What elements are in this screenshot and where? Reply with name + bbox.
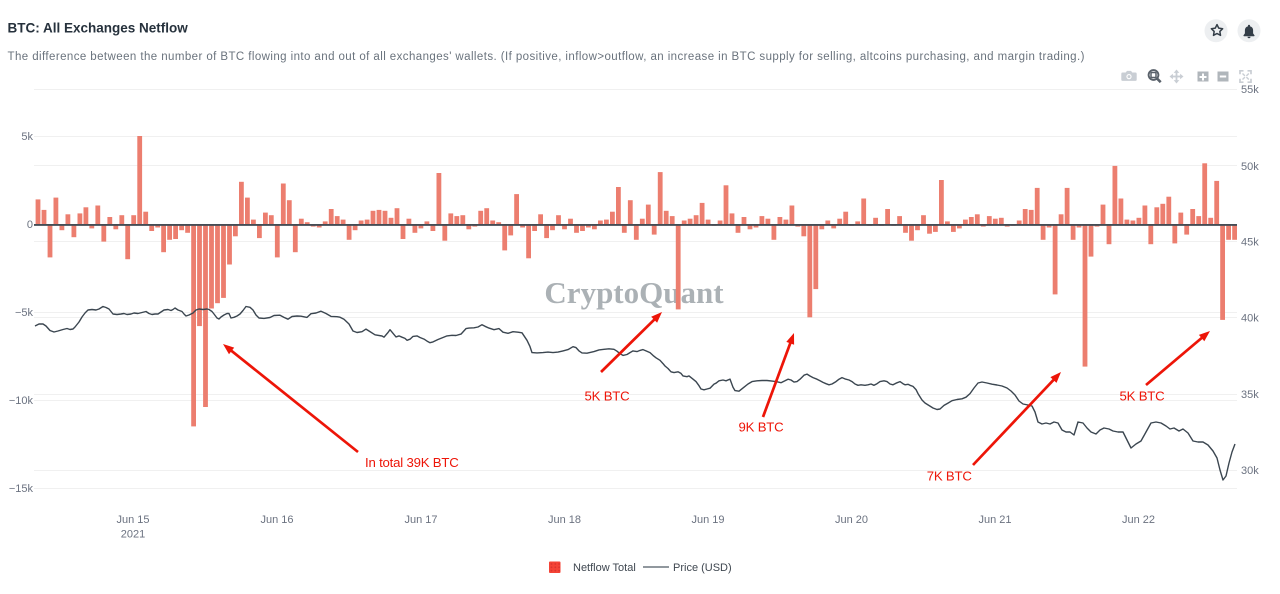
svg-text:Jun 20: Jun 20 xyxy=(835,514,868,526)
svg-text:−10k: −10k xyxy=(9,395,34,407)
svg-text:−5k: −5k xyxy=(15,307,34,319)
svg-text:Jun 15: Jun 15 xyxy=(116,514,149,526)
svg-text:Jun 17: Jun 17 xyxy=(404,514,437,526)
svg-text:0: 0 xyxy=(27,219,33,231)
svg-text:7K BTC: 7K BTC xyxy=(927,469,973,484)
svg-text:In total 39K BTC: In total 39K BTC xyxy=(365,455,459,470)
svg-text:The difference between the num: The difference between the number of BTC… xyxy=(8,51,1085,63)
svg-text:BTC: All Exchanges Netflow: BTC: All Exchanges Netflow xyxy=(8,20,189,35)
svg-text:5k: 5k xyxy=(21,131,33,143)
svg-text:2021: 2021 xyxy=(121,529,145,541)
svg-text:Jun 16: Jun 16 xyxy=(260,514,293,526)
svg-text:35k: 35k xyxy=(1241,389,1259,401)
svg-text:−15k: −15k xyxy=(9,483,34,495)
svg-text:30k: 30k xyxy=(1241,465,1259,477)
svg-text:5K BTC: 5K BTC xyxy=(585,389,631,404)
svg-text:Jun 22: Jun 22 xyxy=(1122,514,1155,526)
svg-text:Jun 21: Jun 21 xyxy=(978,514,1011,526)
svg-text:40k: 40k xyxy=(1241,313,1259,325)
svg-text:Jun 18: Jun 18 xyxy=(548,514,581,526)
svg-text:50k: 50k xyxy=(1241,161,1259,173)
svg-text:Netflow Total: Netflow Total xyxy=(573,562,636,574)
svg-text:5K BTC: 5K BTC xyxy=(1120,389,1166,404)
svg-text:Price (USD): Price (USD) xyxy=(673,562,732,574)
svg-text:Jun 19: Jun 19 xyxy=(691,514,724,526)
svg-text:45k: 45k xyxy=(1241,237,1259,249)
svg-text:CryptoQuant: CryptoQuant xyxy=(544,275,724,310)
svg-text:9K BTC: 9K BTC xyxy=(739,420,785,435)
svg-text:55k: 55k xyxy=(1241,84,1259,96)
